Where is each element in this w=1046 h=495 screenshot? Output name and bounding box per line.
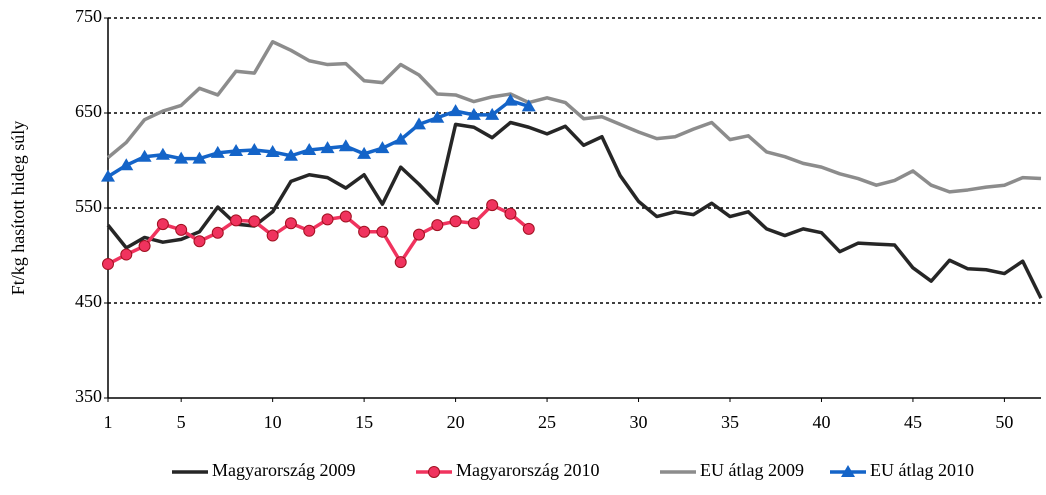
point <box>393 132 408 145</box>
point <box>375 141 390 154</box>
point <box>302 143 317 156</box>
point <box>339 210 352 223</box>
y-tick-label: 350 <box>75 386 102 406</box>
point <box>102 258 114 271</box>
point <box>321 213 334 226</box>
x-tick-label: 20 <box>447 412 465 432</box>
legend-label: Magyarország 2010 <box>456 460 599 480</box>
legend-marker <box>428 466 440 478</box>
point <box>449 215 462 228</box>
point <box>376 225 389 238</box>
point <box>466 107 481 120</box>
point <box>358 225 371 238</box>
series-line <box>106 40 1042 194</box>
legend-item: Magyarország 2009 <box>172 460 355 480</box>
point <box>230 214 243 227</box>
point <box>266 229 279 242</box>
y-tick-label: 750 <box>75 6 102 26</box>
point <box>503 93 518 106</box>
point <box>248 215 261 228</box>
point <box>521 99 536 112</box>
point <box>303 224 316 237</box>
point <box>485 107 500 120</box>
point <box>192 151 207 164</box>
point <box>430 110 445 123</box>
point <box>284 217 297 230</box>
legend-label: Magyarország 2009 <box>212 460 355 480</box>
point <box>338 139 353 152</box>
y-tick-label: 550 <box>75 196 102 216</box>
x-tick-label: 45 <box>904 412 922 432</box>
series-line <box>106 120 1043 300</box>
point <box>120 248 133 261</box>
point <box>119 158 134 171</box>
series-line <box>107 98 530 179</box>
x-tick-label: 35 <box>721 412 739 432</box>
series-line <box>107 203 530 266</box>
point <box>156 218 169 231</box>
y-tick-label: 450 <box>75 291 102 311</box>
point <box>467 217 480 230</box>
point <box>210 145 225 158</box>
x-tick-label: 1 <box>104 412 113 432</box>
point <box>229 144 244 156</box>
point <box>431 219 444 232</box>
legend-label: EU átlag 2009 <box>700 460 804 480</box>
point <box>174 151 189 164</box>
point <box>412 117 426 130</box>
x-tick-label: 5 <box>177 412 186 432</box>
point <box>175 223 188 236</box>
point <box>357 146 372 159</box>
point <box>448 104 463 117</box>
point <box>155 147 170 160</box>
point <box>413 228 425 241</box>
legend-item: Magyarország 2010 <box>416 460 599 480</box>
point <box>283 148 298 161</box>
x-tick-label: 40 <box>812 412 830 432</box>
x-tick-label: 10 <box>264 412 282 432</box>
point <box>247 143 262 156</box>
point <box>320 141 335 154</box>
legend-item: EU átlag 2010 <box>830 460 974 480</box>
point <box>486 199 499 212</box>
legend-item: EU átlag 2009 <box>660 460 804 480</box>
point <box>211 226 224 239</box>
legend-label: EU átlag 2010 <box>870 460 974 480</box>
y-tick-label: 650 <box>75 101 102 121</box>
legend-marker <box>841 465 855 477</box>
x-tick-label: 50 <box>995 412 1013 432</box>
point <box>101 169 115 182</box>
x-tick-label: 25 <box>538 412 556 432</box>
point <box>193 235 206 248</box>
point <box>522 222 535 235</box>
x-tick-label: 30 <box>630 412 648 432</box>
point <box>504 207 517 220</box>
point <box>138 240 151 252</box>
point <box>137 149 152 162</box>
y-axis-label: Ft/kg hasított hideg súly <box>8 121 28 296</box>
x-tick-label: 15 <box>355 412 373 432</box>
point <box>394 256 407 269</box>
point <box>265 144 280 157</box>
